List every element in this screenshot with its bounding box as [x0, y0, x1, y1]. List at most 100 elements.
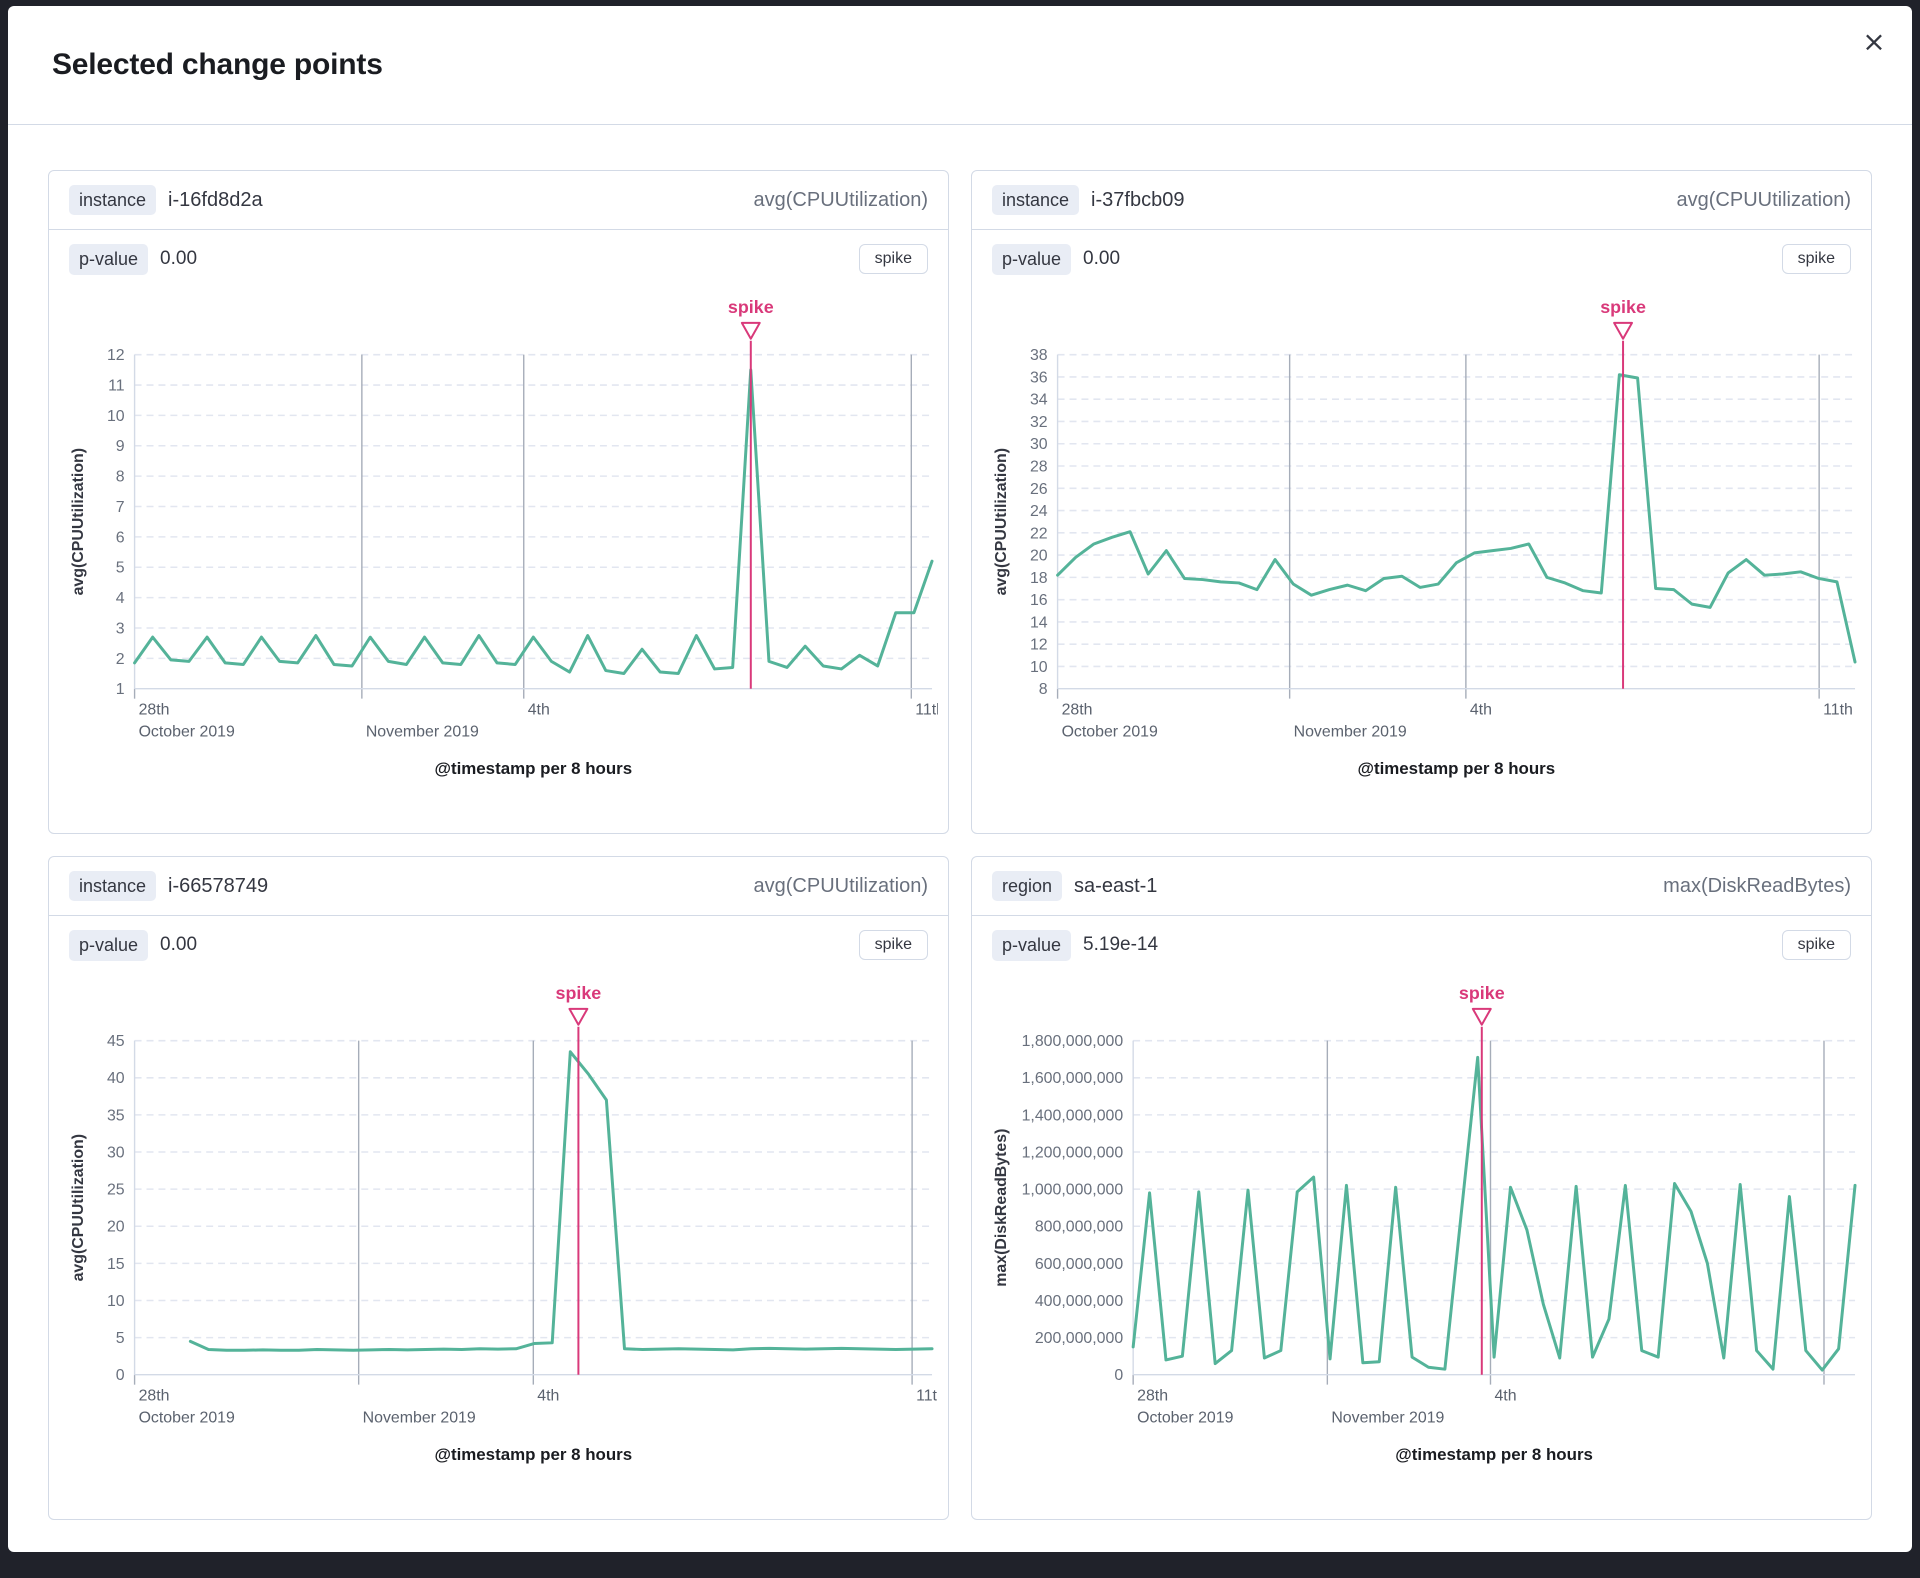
y-tick-label: 32: [1030, 414, 1048, 431]
pvalue-value: 0.00: [160, 934, 198, 956]
y-axis-title: avg(CPUUtilization): [993, 448, 1010, 595]
field-value: i-16fd8d2a: [168, 188, 263, 211]
y-tick-label: 15: [107, 1255, 125, 1272]
y-tick-label: 3: [116, 620, 125, 637]
y-tick-label: 1: [116, 681, 125, 698]
pvalue-badge: p-value: [69, 244, 149, 275]
x-tick-label: 4th: [1494, 1387, 1516, 1404]
close-icon[interactable]: ×: [1854, 22, 1894, 62]
y-tick-label: 1,400,000,000: [1022, 1107, 1124, 1124]
y-tick-label: 4: [116, 590, 125, 607]
y-tick-label: 400,000,000: [1035, 1293, 1124, 1310]
panel-instance-i-16fd8d2a: instance i-16fd8d2a avg(CPUUtilization) …: [48, 170, 949, 834]
y-tick-label: 20: [1030, 547, 1048, 564]
y-tick-label: 600,000,000: [1035, 1255, 1124, 1272]
chart-svg: 0 200,000,000 400,000,000 600,000,000 800,00…: [993, 982, 1857, 1464]
y-tick-label: 20: [107, 1218, 125, 1235]
panel-pvalue-row: p-value 0.00 spike: [972, 230, 1871, 278]
modal-header: Selected change points ×: [8, 6, 1912, 125]
spike-type-button[interactable]: spike: [858, 244, 928, 275]
metric-label: avg(CPUUtilization): [1676, 188, 1852, 211]
pvalue-badge: p-value: [69, 930, 149, 961]
y-tick-label: 30: [107, 1144, 125, 1161]
y-tick-label: 28: [1030, 458, 1048, 475]
x-tick-month-label: October 2019: [139, 723, 235, 740]
y-tick-label: 22: [1030, 525, 1048, 542]
y-tick-label: 10: [1030, 659, 1048, 676]
panel-pvalue-row: p-value 5.19e-14 spike: [972, 916, 1871, 964]
y-tick-label: 14: [1030, 614, 1048, 631]
spike-annotation-label: spike: [556, 982, 602, 1002]
x-axis-title: @timestamp per 8 hours: [1395, 1445, 1593, 1464]
y-tick-label: 8: [116, 468, 125, 485]
chart-area: 1 2 3 4 5 6 7 8 9 10 11 12 28th October 2019 November …: [49, 279, 948, 802]
field-badge: region: [992, 871, 1063, 902]
spike-marker-icon: [1471, 1007, 1492, 1026]
metric-label: avg(CPUUtilization): [753, 874, 929, 897]
x-tick-month-label: October 2019: [1062, 723, 1158, 740]
pvalue-value: 0.00: [1083, 248, 1121, 270]
y-tick-label: 10: [107, 1293, 125, 1310]
x-tick-label: 11th: [1823, 701, 1853, 718]
x-tick-month-label: October 2019: [1137, 1409, 1233, 1426]
y-tick-label: 1,200,000,000: [1022, 1144, 1124, 1161]
field-value: i-37fbcb09: [1091, 188, 1185, 211]
chart-area: 0 5 10 15 20 25 30 35 40 45 28th October 2019 Novemb…: [49, 965, 948, 1488]
x-tick-label: 4th: [537, 1387, 559, 1404]
x-tick-label: 4th: [528, 701, 550, 718]
field-value: sa-east-1: [1074, 874, 1158, 897]
x-axis-title: @timestamp per 8 hours: [434, 759, 632, 778]
y-tick-label: 1,800,000,000: [1022, 1033, 1124, 1050]
x-tick-month-label: November 2019: [1331, 1409, 1444, 1426]
field-badge: instance: [992, 185, 1080, 216]
spike-annotation-label: spike: [1600, 296, 1646, 316]
pvalue-badge: p-value: [992, 244, 1072, 275]
spike-type-button[interactable]: spike: [1781, 244, 1851, 275]
x-tick-label: 11th: [916, 1387, 938, 1404]
y-tick-label: 35: [107, 1107, 125, 1124]
y-tick-label: 38: [1030, 347, 1048, 364]
x-tick-label: 28th: [139, 701, 170, 718]
spike-type-button[interactable]: spike: [858, 930, 928, 961]
x-tick-month-label: November 2019: [363, 1409, 476, 1426]
y-tick-label: 5: [116, 559, 125, 576]
panel-title-row: instance i-16fd8d2a avg(CPUUtilization): [49, 171, 948, 231]
pvalue-value: 5.19e-14: [1083, 934, 1159, 956]
metric-label: avg(CPUUtilization): [753, 188, 929, 211]
y-tick-label: 18: [1030, 569, 1048, 586]
metric-label: max(DiskReadBytes): [1663, 874, 1851, 897]
y-tick-label: 24: [1030, 503, 1048, 520]
pvalue-badge: p-value: [992, 930, 1072, 961]
y-tick-label: 12: [107, 347, 125, 364]
x-tick-label: 11th: [915, 701, 938, 718]
spike-marker-icon: [740, 321, 761, 340]
panel-pvalue-row: p-value 0.00 spike: [49, 230, 948, 278]
pvalue-value: 0.00: [160, 248, 198, 270]
chart-area: 8 10 12 14 16 18 20 22 24 26 28 30 32 34 36 38 28th Octob…: [972, 279, 1871, 802]
y-tick-label: 2: [116, 650, 125, 667]
y-tick-label: 200,000,000: [1035, 1330, 1124, 1347]
y-tick-label: 7: [116, 499, 125, 516]
y-tick-label: 6: [116, 529, 125, 546]
y-tick-label: 36: [1030, 369, 1048, 386]
y-tick-label: 12: [1030, 636, 1048, 653]
y-tick-label: 16: [1030, 592, 1048, 609]
y-tick-label: 9: [116, 438, 125, 455]
y-tick-label: 800,000,000: [1035, 1218, 1124, 1235]
series-line: [133, 367, 934, 675]
y-tick-label: 1,000,000,000: [1022, 1181, 1124, 1198]
field-badge: instance: [69, 871, 157, 902]
y-tick-label: 5: [116, 1330, 125, 1347]
spike-type-button[interactable]: spike: [1781, 930, 1851, 961]
panel-title-row: region sa-east-1 max(DiskReadBytes): [972, 857, 1871, 917]
field-badge: instance: [69, 185, 157, 216]
y-tick-label: 30: [1030, 436, 1048, 453]
chart-svg: 0 5 10 15 20 25 30 35 40 45 28th October 2019 Novemb…: [70, 982, 938, 1463]
x-tick-month-label: October 2019: [139, 1409, 235, 1426]
panel-instance-i-66578749: instance i-66578749 avg(CPUUtilization) …: [48, 856, 949, 1520]
x-tick-month-label: November 2019: [1294, 723, 1407, 740]
spike-marker-icon: [568, 1007, 589, 1026]
y-axis-title: avg(CPUUtilization): [70, 1134, 87, 1281]
y-tick-label: 40: [107, 1070, 125, 1087]
